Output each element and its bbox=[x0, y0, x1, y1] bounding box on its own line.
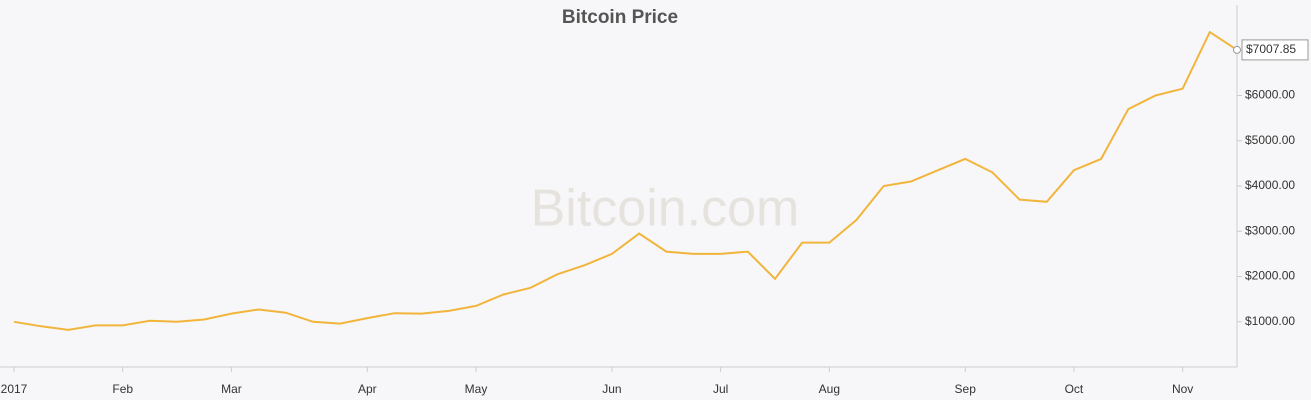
y-tick-label: $1000.00 bbox=[1245, 314, 1295, 328]
x-tick-label: Aug bbox=[819, 382, 840, 396]
x-tick-label: Oct bbox=[1065, 382, 1084, 396]
x-tick-label: Jun bbox=[602, 382, 621, 396]
chart-title: Bitcoin Price bbox=[562, 7, 678, 28]
x-tick-label: 2017 bbox=[1, 382, 28, 396]
y-tick-label: $3000.00 bbox=[1245, 223, 1295, 237]
x-tick-label: Jul bbox=[713, 382, 728, 396]
x-tick-label: Feb bbox=[112, 382, 133, 396]
x-tick-label: Apr bbox=[358, 382, 377, 396]
x-tick-label: May bbox=[465, 382, 488, 396]
y-tick-label: $5000.00 bbox=[1245, 133, 1295, 147]
y-tick-label: $2000.00 bbox=[1245, 269, 1295, 283]
y-tick-label: $4000.00 bbox=[1245, 178, 1295, 192]
last-label: $7007.85 bbox=[1246, 42, 1296, 56]
x-tick-label: Mar bbox=[221, 382, 242, 396]
last-label-box bbox=[1241, 39, 1309, 61]
x-tick-label: Sep bbox=[955, 382, 977, 396]
price-line bbox=[13, 30, 1238, 331]
x-tick-label: Nov bbox=[1172, 382, 1193, 396]
last-point bbox=[1233, 45, 1241, 54]
y-tick-label: $6000.00 bbox=[1245, 88, 1295, 102]
watermark: Bitcoin.com bbox=[531, 180, 800, 238]
